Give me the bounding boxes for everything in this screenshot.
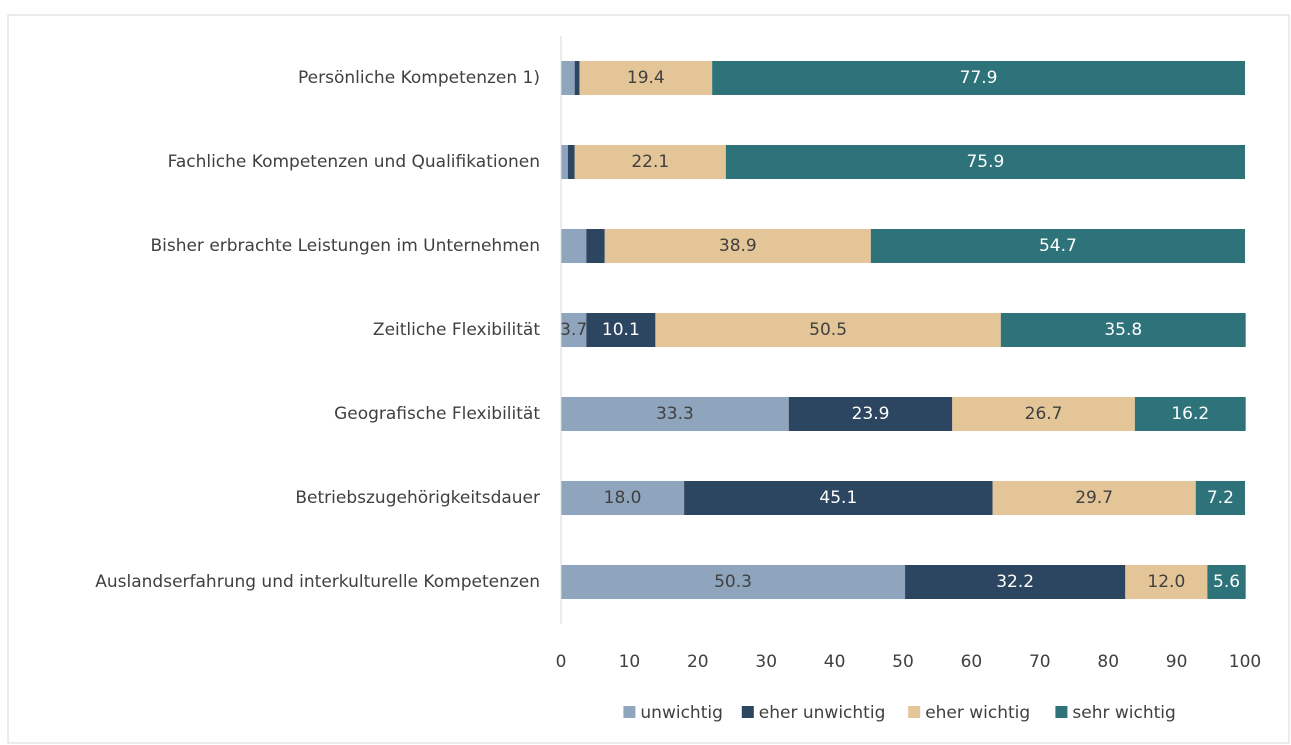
bar-segment: [586, 229, 605, 263]
data-label: 35.8: [1104, 320, 1142, 340]
x-tick-label: 30: [755, 652, 777, 672]
bar-segment: [561, 229, 587, 263]
data-label: 19.4: [627, 68, 665, 88]
category-label: Fachliche Kompetenzen und Qualifikatione…: [168, 152, 540, 172]
data-label: 45.1: [819, 488, 857, 508]
data-label: 23.9: [852, 404, 890, 424]
legend-label: unwichtig: [640, 703, 722, 723]
category-label: Geografische Flexibilität: [334, 404, 540, 424]
data-label: 77.9: [960, 68, 998, 88]
x-tick-label: 10: [619, 652, 641, 672]
x-tick-label: 0: [556, 652, 567, 672]
data-label: 32.2: [996, 572, 1034, 592]
bar-segment: [725, 145, 1245, 179]
data-label: 7.2: [1207, 488, 1234, 508]
data-label: 50.5: [809, 320, 847, 340]
bar-segment: [1000, 313, 1246, 347]
legend-label: sehr wichtig: [1072, 703, 1175, 723]
bar-segment: [870, 229, 1245, 263]
bar-segment: [574, 61, 580, 95]
data-label: 38.9: [719, 236, 757, 256]
data-label: 16.2: [1171, 404, 1209, 424]
data-label: 33.3: [656, 404, 694, 424]
bar-segment: [905, 565, 1126, 599]
bar-segment: [561, 145, 568, 179]
x-tick-label: 70: [1029, 652, 1051, 672]
data-label: 12.0: [1147, 572, 1185, 592]
bar-segment: [586, 313, 656, 347]
x-tick-label: 60: [961, 652, 983, 672]
data-label: 29.7: [1075, 488, 1113, 508]
data-label: 22.1: [631, 152, 669, 172]
bar-segment: [712, 61, 1245, 95]
bar-segment: [1195, 481, 1245, 515]
data-label: 26.7: [1025, 404, 1063, 424]
bar-segment: [561, 565, 906, 599]
bar-segment: [655, 313, 1001, 347]
category-label: Betriebszugehörigkeitsdauer: [295, 488, 540, 508]
x-tick-label: 90: [1166, 652, 1188, 672]
bar-segment: [561, 313, 587, 347]
bar-segment: [561, 397, 789, 431]
bar-segment: [574, 145, 726, 179]
category-label: Persönliche Kompetenzen 1): [298, 68, 540, 88]
bar-segment: [567, 145, 575, 179]
legend-swatch: [1055, 706, 1068, 718]
bar-segment: [1125, 565, 1208, 599]
x-tick-label: 50: [892, 652, 914, 672]
data-label: 50.3: [714, 572, 752, 592]
x-tick-label: 20: [687, 652, 709, 672]
category-label: Auslandserfahrung und interkulturelle Ko…: [95, 572, 540, 592]
data-label: 54.7: [1039, 236, 1077, 256]
bar-segment: [604, 229, 871, 263]
bar-segment: [952, 397, 1135, 431]
bar-segment: [992, 481, 1196, 515]
x-tick-label: 40: [824, 652, 846, 672]
category-label: Bisher erbrachte Leistungen im Unternehm…: [150, 236, 540, 256]
legend-swatch: [623, 706, 636, 718]
data-label: 3.7: [560, 320, 587, 340]
bar-segment: [1207, 565, 1246, 599]
x-tick-label: 100: [1229, 652, 1261, 672]
bar-segment: [1134, 397, 1246, 431]
bar-segment: [561, 481, 685, 515]
legend-label: eher unwichtig: [759, 703, 886, 723]
bar-segment: [788, 397, 953, 431]
legend-swatch: [741, 706, 754, 718]
bar-segment: [684, 481, 993, 515]
legend-label: eher wichtig: [925, 703, 1030, 723]
legend-swatch: [908, 706, 921, 718]
data-label: 75.9: [966, 152, 1004, 172]
data-label: 5.6: [1213, 572, 1240, 592]
bar-segment: [561, 61, 575, 95]
data-label: 10.1: [602, 320, 640, 340]
x-tick-label: 80: [1097, 652, 1119, 672]
data-label: 18.0: [604, 488, 642, 508]
chart-frame: [7, 14, 1290, 744]
bar-segment: [579, 61, 713, 95]
category-label: Zeitliche Flexibilität: [373, 320, 540, 340]
